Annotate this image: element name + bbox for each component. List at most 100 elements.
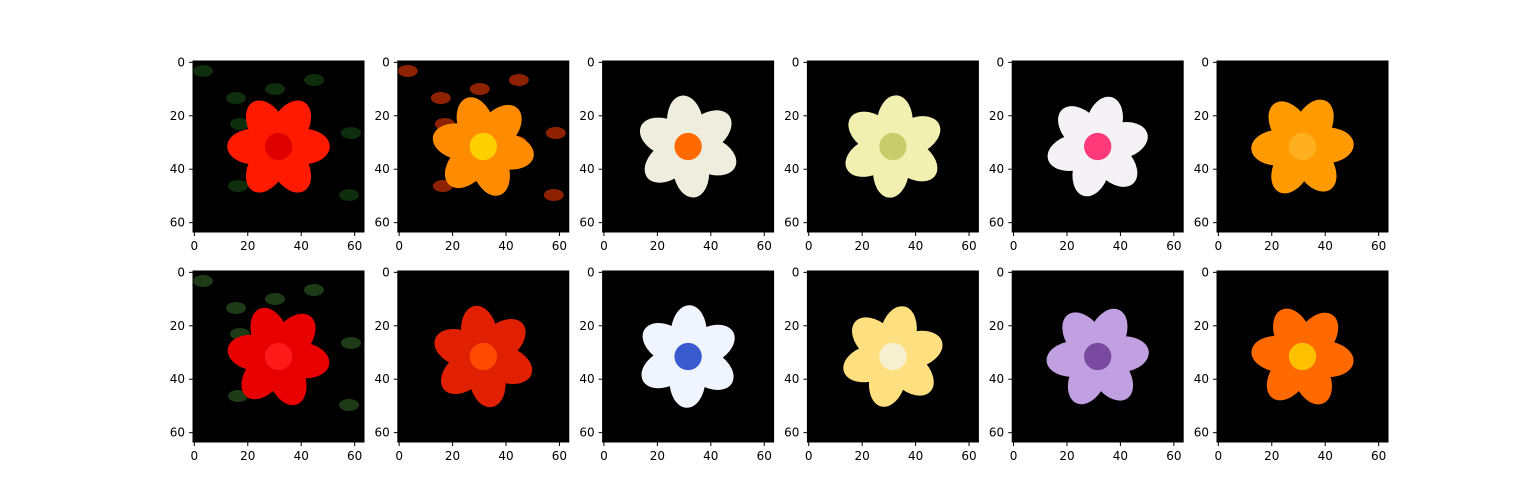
image-panel: 0 20 40 60 0 20 40 60 — [784, 55, 979, 253]
flower-image — [807, 271, 979, 442]
x-tick-label: 40 — [498, 239, 513, 253]
y-tick-label: 40 — [170, 162, 185, 176]
y-tick-label: 60 — [989, 216, 1004, 230]
x-tick-label: 60 — [347, 449, 362, 463]
x-tick-label: 0 — [191, 239, 199, 253]
flower-image — [193, 61, 364, 232]
y-tick-label: 0 — [587, 265, 595, 279]
y-tick-label: 0 — [177, 265, 185, 279]
y-tick-label: 0 — [792, 55, 800, 69]
y-tick-label: 0 — [382, 55, 390, 69]
x-tick-label: 40 — [1113, 449, 1128, 463]
x-tick-label: 0 — [1215, 449, 1223, 463]
flower-image — [1217, 271, 1388, 442]
x-tick-label: 60 — [552, 239, 567, 253]
x-tick-label: 0 — [191, 449, 199, 463]
image-panel: 0 20 40 60 0 20 40 60 — [1194, 55, 1389, 253]
x-tick-label: 20 — [855, 239, 870, 253]
image-panel: 0 20 40 60 0 20 40 60 — [784, 265, 979, 463]
y-tick-label: 0 — [587, 55, 595, 69]
y-tick-label: 40 — [579, 372, 594, 386]
x-tick-label: 20 — [240, 239, 255, 253]
x-tick-label: 20 — [650, 239, 665, 253]
y-tick-label: 0 — [997, 55, 1005, 69]
panel-frame — [1011, 270, 1184, 443]
flower-image — [397, 271, 569, 442]
y-tick-label: 40 — [170, 372, 185, 386]
x-tick-label: 0 — [600, 239, 608, 253]
y-tick-label: 60 — [784, 216, 799, 230]
y-tick-label: 60 — [784, 426, 799, 440]
x-tick-label: 20 — [650, 449, 665, 463]
flower-image — [602, 61, 774, 232]
x-tick-label: 20 — [240, 449, 255, 463]
x-tick-label: 0 — [395, 449, 403, 463]
x-tick-label: 60 — [1166, 239, 1181, 253]
y-tick-label: 20 — [579, 109, 594, 123]
x-tick-label: 40 — [1318, 449, 1333, 463]
image-panel: 0 20 40 60 0 20 40 60 — [375, 55, 570, 253]
x-tick-label: 60 — [757, 239, 772, 253]
x-tick-label: 60 — [552, 449, 567, 463]
x-tick-label: 40 — [1113, 239, 1128, 253]
y-tick-label: 60 — [375, 216, 390, 230]
image-panel: 0 20 40 60 0 20 40 60 — [375, 265, 570, 463]
y-tick-label: 20 — [784, 109, 799, 123]
x-tick-label: 60 — [961, 449, 976, 463]
x-tick-label: 0 — [1010, 449, 1018, 463]
x-tick-label: 0 — [805, 239, 813, 253]
x-tick-label: 20 — [445, 239, 460, 253]
y-tick-label: 40 — [784, 372, 799, 386]
image-panel: 0 20 40 60 0 20 40 60 — [989, 265, 1184, 463]
y-tick-label: 20 — [170, 109, 185, 123]
flower-image — [1012, 271, 1184, 442]
x-tick-label: 40 — [908, 239, 923, 253]
y-tick-label: 40 — [784, 162, 799, 176]
x-tick-label: 20 — [1059, 239, 1074, 253]
y-tick-label: 60 — [170, 426, 185, 440]
x-tick-label: 40 — [294, 449, 309, 463]
flower-image — [807, 61, 979, 232]
y-tick-label: 20 — [989, 109, 1004, 123]
x-tick-label: 40 — [908, 449, 923, 463]
image-panel: 0 20 40 60 0 20 40 60 — [170, 55, 365, 253]
x-tick-label: 40 — [294, 239, 309, 253]
panel-frame — [1216, 60, 1389, 233]
y-tick-label: 20 — [989, 319, 1004, 333]
y-tick-label: 0 — [1201, 55, 1209, 69]
y-tick-label: 20 — [375, 109, 390, 123]
x-tick-label: 60 — [757, 449, 772, 463]
x-tick-label: 20 — [1059, 449, 1074, 463]
y-tick-label: 20 — [170, 319, 185, 333]
image-panel: 0 20 40 60 0 20 40 60 — [579, 265, 775, 463]
x-tick-label: 0 — [395, 239, 403, 253]
y-tick-label: 40 — [989, 162, 1004, 176]
image-panel: 0 20 40 60 0 20 40 60 — [579, 55, 775, 253]
y-tick-label: 40 — [375, 372, 390, 386]
x-tick-label: 20 — [855, 449, 870, 463]
y-tick-label: 40 — [579, 162, 594, 176]
y-tick-label: 0 — [177, 55, 185, 69]
panel-frame — [192, 270, 365, 443]
x-tick-label: 0 — [1215, 239, 1223, 253]
y-tick-label: 40 — [1194, 162, 1209, 176]
image-panel: 0 20 40 60 0 20 40 60 — [170, 265, 365, 463]
x-tick-label: 40 — [703, 239, 718, 253]
x-tick-label: 40 — [703, 449, 718, 463]
panel-frame — [602, 270, 775, 443]
flower-image — [602, 271, 774, 442]
x-tick-label: 20 — [1264, 239, 1279, 253]
panel-frame — [602, 60, 775, 233]
y-tick-label: 60 — [989, 426, 1004, 440]
y-tick-label: 0 — [1201, 265, 1209, 279]
y-tick-label: 60 — [1194, 216, 1209, 230]
x-tick-label: 60 — [347, 239, 362, 253]
image-panel: 0 20 40 60 0 20 40 60 — [1194, 265, 1389, 463]
y-tick-label: 20 — [1194, 319, 1209, 333]
y-tick-label: 0 — [997, 265, 1005, 279]
y-tick-label: 20 — [784, 319, 799, 333]
y-tick-label: 40 — [989, 372, 1004, 386]
x-tick-label: 0 — [1010, 239, 1018, 253]
panel-frame — [397, 60, 570, 233]
y-tick-label: 0 — [792, 265, 800, 279]
